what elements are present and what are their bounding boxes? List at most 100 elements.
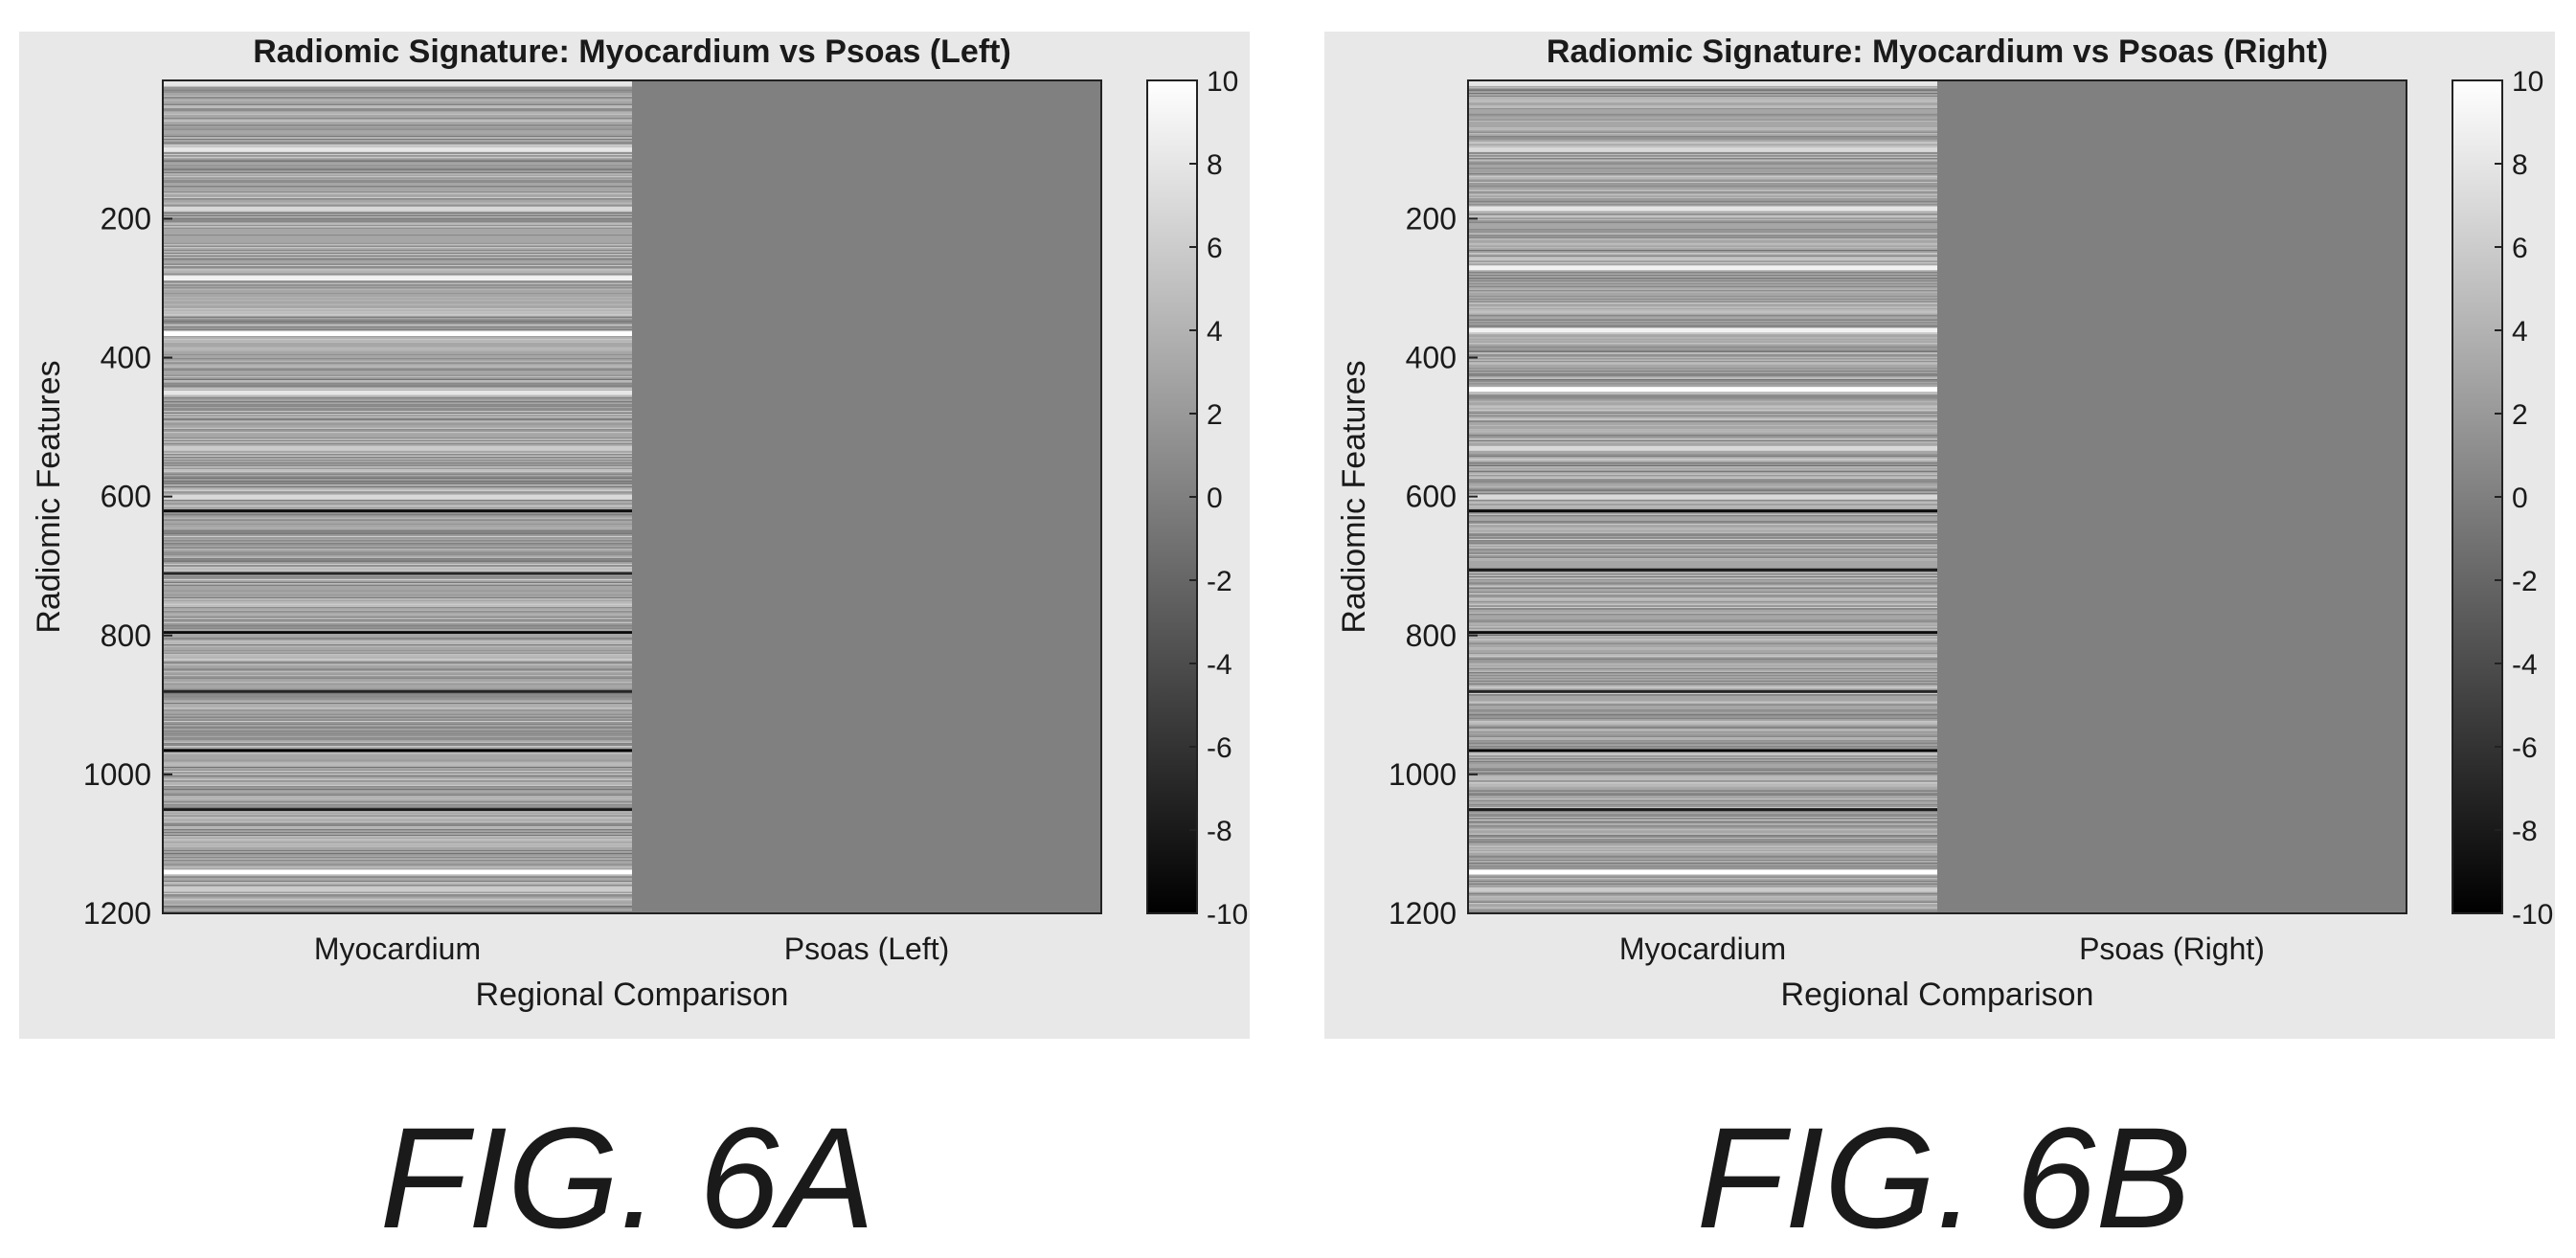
feature-row (163, 263, 632, 265)
feature-row (163, 695, 632, 697)
feature-row (1468, 678, 1937, 680)
feature-row (163, 479, 632, 481)
feature-row (163, 97, 632, 99)
feature-row (163, 900, 632, 902)
feature-row (163, 478, 632, 480)
feature-row (1468, 337, 1937, 339)
feature-row (1468, 353, 1937, 355)
heatmap-b-svg: Radiomic Signature: Myocardium vs Psoas … (1324, 32, 2555, 1039)
feature-row (163, 882, 632, 884)
feature-row (163, 138, 632, 140)
feature-row (1468, 141, 1937, 143)
feature-row (163, 288, 632, 290)
feature-row (163, 473, 632, 475)
feature-row (163, 454, 632, 456)
feature-row (163, 694, 632, 696)
feature-row (163, 255, 632, 257)
feature-row (1468, 731, 1937, 733)
feature-row (163, 322, 632, 324)
feature-row (1468, 436, 1937, 438)
feature-row (163, 776, 632, 778)
feature-row (163, 438, 632, 440)
feature-row (163, 898, 632, 900)
feature-row (1468, 355, 1937, 357)
feature-row (163, 780, 632, 782)
feature-row (163, 409, 632, 411)
feature-row (163, 658, 632, 660)
feature-row (163, 777, 632, 779)
feature-row (1468, 513, 1937, 515)
feature-row (1468, 786, 1937, 788)
feature-row (163, 165, 632, 167)
feature-row (1468, 251, 1937, 253)
feature-row (1468, 583, 1937, 585)
feature-row (163, 368, 632, 370)
feature-row (163, 269, 632, 271)
feature-row (163, 618, 632, 619)
feature-row (1468, 806, 1937, 808)
feature-row (1468, 131, 1937, 133)
feature-row (163, 226, 632, 228)
feature-row (163, 611, 632, 613)
feature-row (1468, 272, 1937, 274)
feature-row (1468, 95, 1937, 97)
feature-row (163, 835, 632, 837)
feature-row (163, 565, 632, 567)
low-value-band (1468, 631, 1937, 635)
feature-row (163, 858, 632, 860)
feature-row (1468, 230, 1937, 232)
feature-row (163, 186, 632, 188)
feature-row (1468, 577, 1937, 579)
feature-row (1468, 663, 1937, 665)
feature-row (163, 783, 632, 785)
feature-row (163, 266, 632, 268)
feature-row (163, 319, 632, 321)
high-value-band (1468, 387, 1937, 393)
feature-row (1468, 412, 1937, 414)
feature-row (163, 796, 632, 797)
feature-row (1468, 90, 1937, 92)
feature-row (1468, 521, 1937, 523)
feature-row (1468, 769, 1937, 771)
feature-row (1468, 835, 1937, 837)
high-value-band (163, 331, 632, 337)
feature-row (1468, 845, 1937, 847)
feature-row (1468, 826, 1937, 828)
feature-row (1468, 734, 1937, 736)
feature-row (163, 202, 632, 204)
feature-row (1468, 359, 1937, 361)
feature-row (1468, 602, 1937, 604)
colorbar (1146, 79, 1198, 914)
colorbar-tick-label: 8 (2512, 149, 2528, 181)
y-tick-label: 800 (1406, 618, 1457, 653)
feature-row (1468, 715, 1937, 717)
feature-row (1468, 424, 1937, 426)
feature-row (163, 124, 632, 126)
feature-row (163, 534, 632, 536)
high-value-band (163, 445, 632, 451)
feature-row (163, 731, 632, 733)
feature-row (163, 88, 632, 90)
heatmap-column-2 (632, 80, 1101, 913)
feature-row (163, 880, 632, 882)
feature-row (1468, 393, 1937, 395)
feature-row (163, 842, 632, 844)
feature-row (163, 460, 632, 461)
feature-row (163, 316, 632, 318)
feature-row (1468, 623, 1937, 625)
feature-row (163, 737, 632, 739)
feature-row (163, 161, 632, 163)
feature-row (163, 619, 632, 621)
feature-row (1468, 573, 1937, 575)
feature-row (1468, 558, 1937, 560)
feature-row (163, 103, 632, 105)
feature-row (163, 645, 632, 647)
feature-row (163, 652, 632, 654)
feature-row (1468, 470, 1937, 472)
feature-row (163, 556, 632, 558)
high-value-band (1468, 494, 1937, 500)
high-value-band (1468, 146, 1937, 152)
feature-row (163, 826, 632, 828)
feature-row (163, 801, 632, 803)
feature-row (163, 257, 632, 258)
